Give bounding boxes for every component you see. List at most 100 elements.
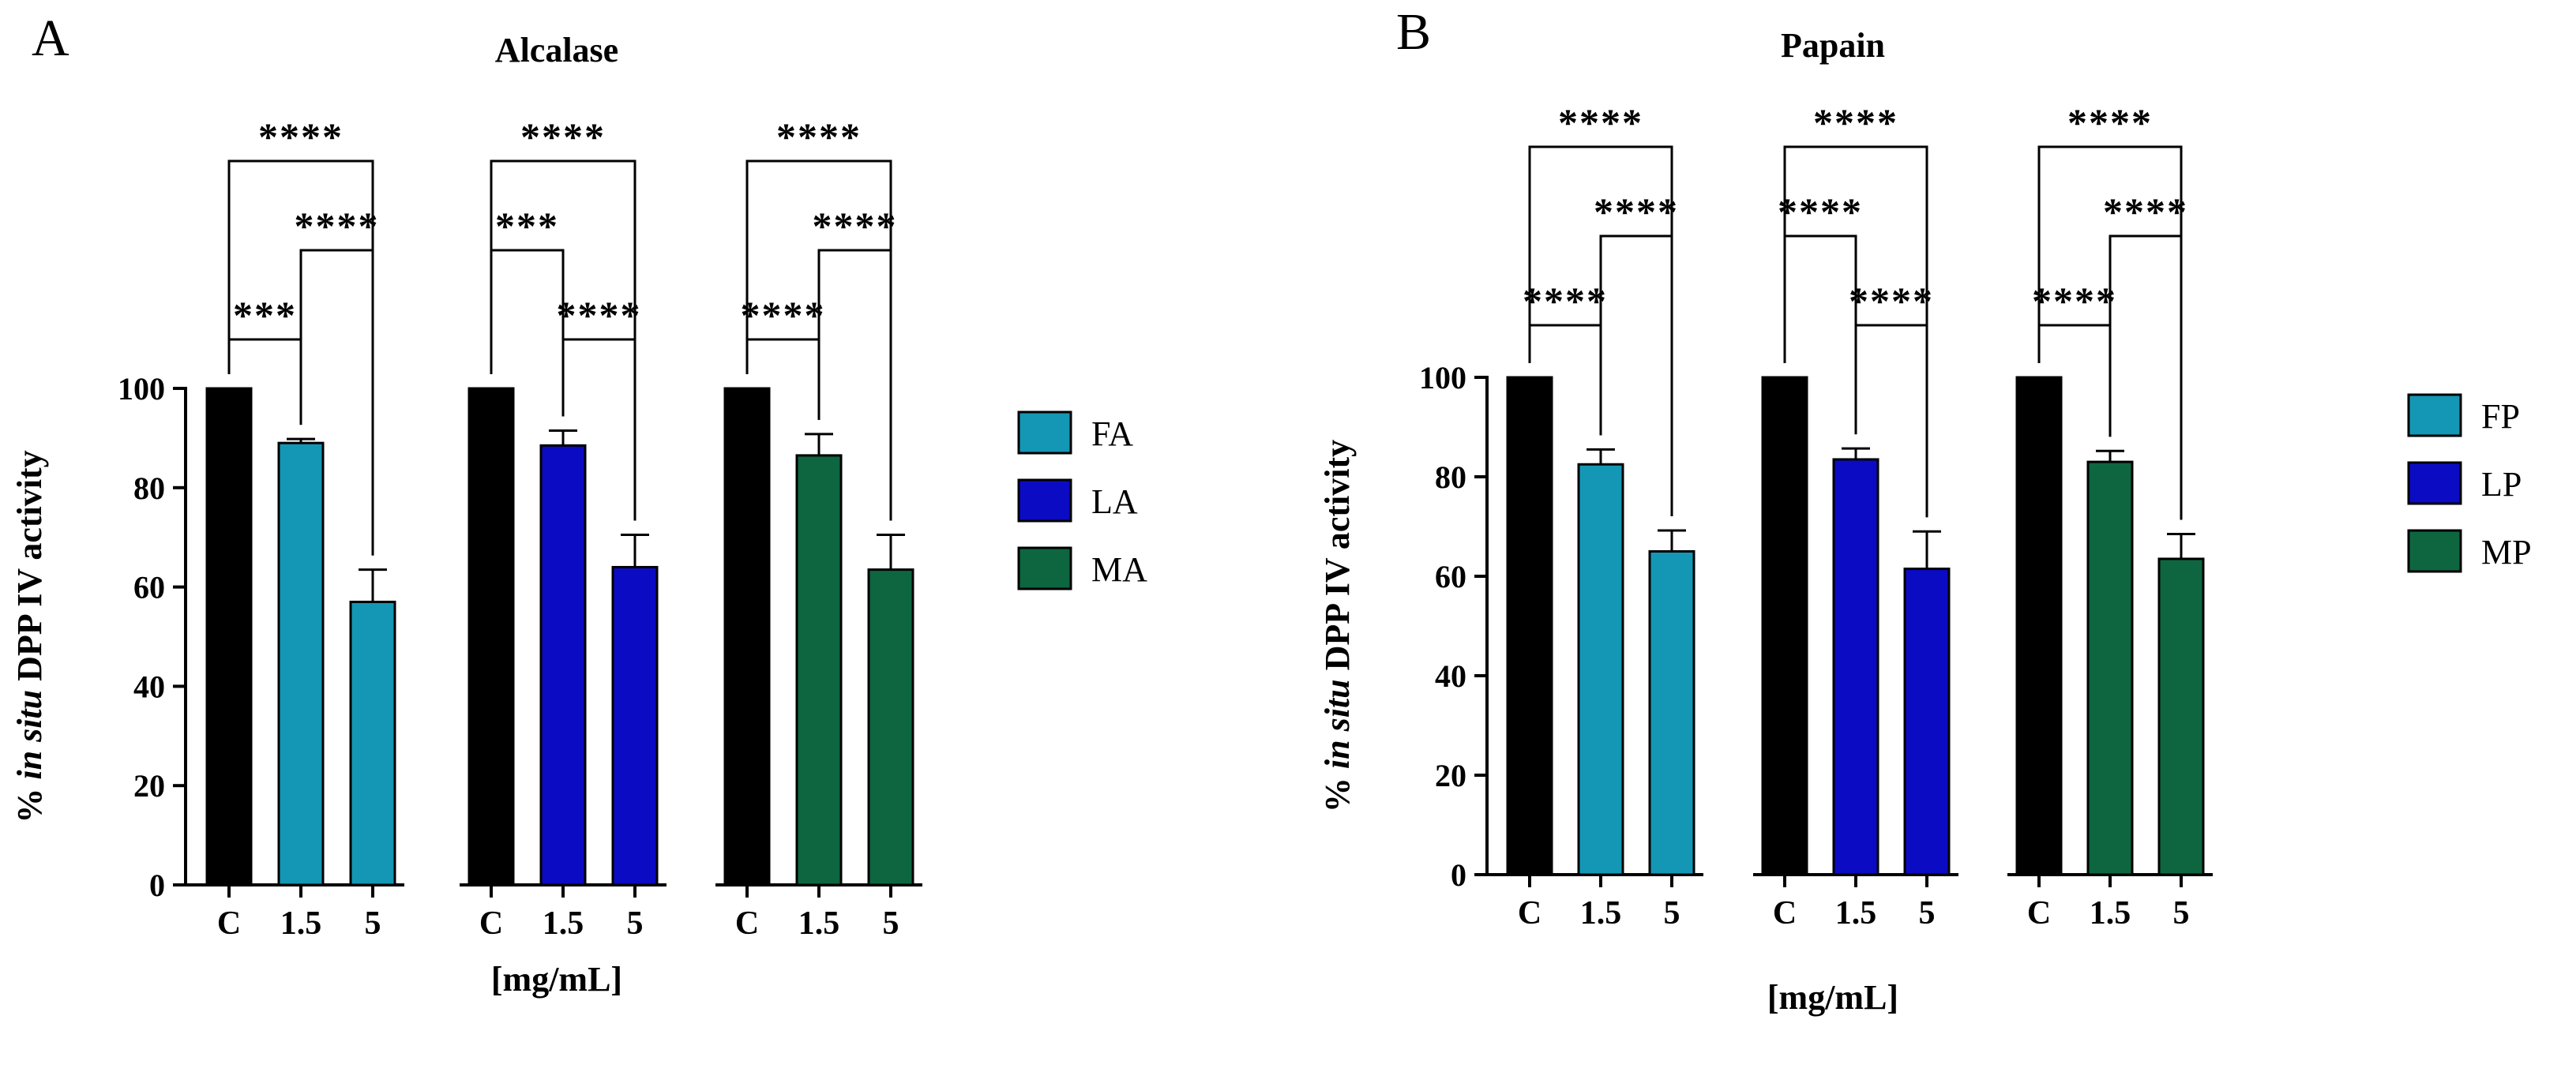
panel-letter: A	[32, 9, 69, 67]
legend-swatch-fa	[1017, 410, 1072, 455]
legend-label-fa: FA	[1091, 414, 1133, 453]
significance-label: ***	[495, 204, 559, 248]
significance-label: ****	[2032, 279, 2117, 323]
significance-label: ****	[2103, 189, 2188, 234]
significance-label: ****	[1849, 279, 1934, 323]
significance-label: ****	[1813, 100, 1898, 144]
y-axis-label-prefix: %	[1318, 769, 1357, 812]
bar-fa-5	[349, 600, 396, 886]
significance-label: ****	[1594, 189, 1679, 234]
y-tick-label: 80	[1435, 459, 1466, 495]
significance-bracket	[1528, 145, 1673, 517]
y-axis-label-suffix: DPP IV activity	[10, 450, 49, 690]
x-category-label: 1.5	[2090, 895, 2131, 931]
bar-ma-C	[723, 387, 771, 886]
significance-bracket	[2037, 145, 2183, 520]
significance-bracket	[490, 159, 636, 521]
x-category-label: 5	[1919, 895, 1936, 931]
panel-letter: B	[1396, 3, 1431, 61]
x-category-label: C	[1773, 895, 1797, 931]
x-category-label: C	[217, 905, 241, 942]
bar-lp-1-5	[1832, 458, 1879, 876]
y-tick-label: 60	[1435, 559, 1466, 594]
legend-swatch-ma	[1017, 546, 1072, 590]
x-category-label: 5	[1664, 895, 1680, 931]
bar-fa-C	[205, 387, 253, 886]
y-tick-label: 40	[1435, 658, 1466, 694]
bar-la-C	[468, 387, 515, 886]
y-tick-label: 20	[1435, 758, 1466, 793]
panel-a-chart: A Alcalase 0 20 40 60 80 100 % in situ DPP IV ac…	[10, 9, 1147, 999]
significance-label: ****	[813, 204, 898, 248]
significance-label: ****	[258, 114, 344, 159]
y-tick-label: 40	[133, 669, 165, 704]
bar-la-5	[611, 565, 659, 886]
significance-bracket	[745, 159, 892, 521]
bar-mp-C	[2015, 376, 2063, 876]
significance-bracket	[227, 159, 374, 556]
x-category-label: 1.5	[1835, 895, 1877, 931]
bar-fp-C	[1506, 376, 1553, 876]
y-tick-label: 80	[133, 470, 165, 506]
significance-label: ****	[1558, 100, 1643, 144]
legend-label-la: LA	[1091, 482, 1138, 521]
y-axis-label-suffix: DPP IV activity	[1318, 440, 1357, 680]
y-tick-label: 0	[1451, 857, 1466, 893]
y-tick-label: 20	[133, 768, 165, 804]
x-category-label: 5	[627, 905, 644, 942]
x-category-label: 1.5	[1580, 895, 1622, 931]
legend-swatch-lp	[2407, 461, 2462, 505]
legend-label-fp: FP	[2481, 397, 2520, 436]
x-category-label: 1.5	[798, 905, 840, 942]
significance-label: ***	[233, 293, 297, 337]
y-axis-label: % in situ DPP IV activity	[1318, 440, 1357, 812]
y-tick-label: 100	[1419, 360, 1466, 395]
x-axis-label: [mg/mL]	[491, 960, 622, 999]
y-tick-label: 60	[133, 570, 165, 605]
significance-label: ****	[741, 293, 826, 337]
legend-label-lp: LP	[2481, 465, 2522, 504]
bar-mp-5	[2157, 557, 2205, 876]
bar-la-1-5	[539, 444, 587, 886]
y-axis-label-italic: in situ	[1318, 679, 1357, 769]
x-axis-label: [mg/mL]	[1767, 978, 1898, 1017]
x-category-label: 5	[2173, 895, 2190, 931]
bar-fa-1-5	[277, 441, 325, 886]
x-category-label: 1.5	[280, 905, 322, 942]
significance-label: ****	[520, 114, 606, 159]
significance-bracket	[1783, 145, 1928, 518]
bar-lp-5	[1903, 568, 1951, 876]
chart-title: Papain	[1781, 26, 1885, 65]
y-axis-label-italic: in situ	[10, 690, 49, 780]
legend-swatch-fp	[2407, 393, 2462, 437]
x-category-label: 1.5	[543, 905, 584, 942]
bar-ma-1-5	[795, 454, 843, 886]
bar-mp-1-5	[2086, 460, 2134, 876]
significance-label: ****	[2067, 100, 2153, 144]
legend-swatch-mp	[2407, 529, 2462, 573]
significance-label: ****	[776, 114, 862, 159]
y-tick-label: 100	[118, 371, 165, 407]
bar-lp-C	[1761, 376, 1808, 876]
x-category-label: C	[735, 905, 759, 942]
legend-label-ma: MA	[1091, 550, 1147, 589]
bar-ma-5	[867, 568, 914, 886]
significance-label: ****	[557, 293, 642, 337]
x-category-label: 5	[365, 905, 381, 942]
x-category-label: C	[479, 905, 503, 942]
y-tick-label: 0	[149, 868, 165, 903]
bar-fp-1-5	[1577, 463, 1624, 876]
legend-swatch-la	[1017, 478, 1072, 523]
significance-label: ****	[1778, 189, 1863, 234]
legend-label-mp: MP	[2481, 533, 2532, 572]
significance-label: ****	[1523, 279, 1608, 323]
x-category-label: C	[2027, 895, 2051, 931]
y-axis-label: % in situ DPP IV activity	[10, 450, 49, 823]
significance-label: ****	[295, 204, 380, 248]
chart-title: Alcalase	[495, 31, 618, 69]
x-category-label: 5	[883, 905, 899, 942]
x-category-label: C	[1518, 895, 1541, 931]
